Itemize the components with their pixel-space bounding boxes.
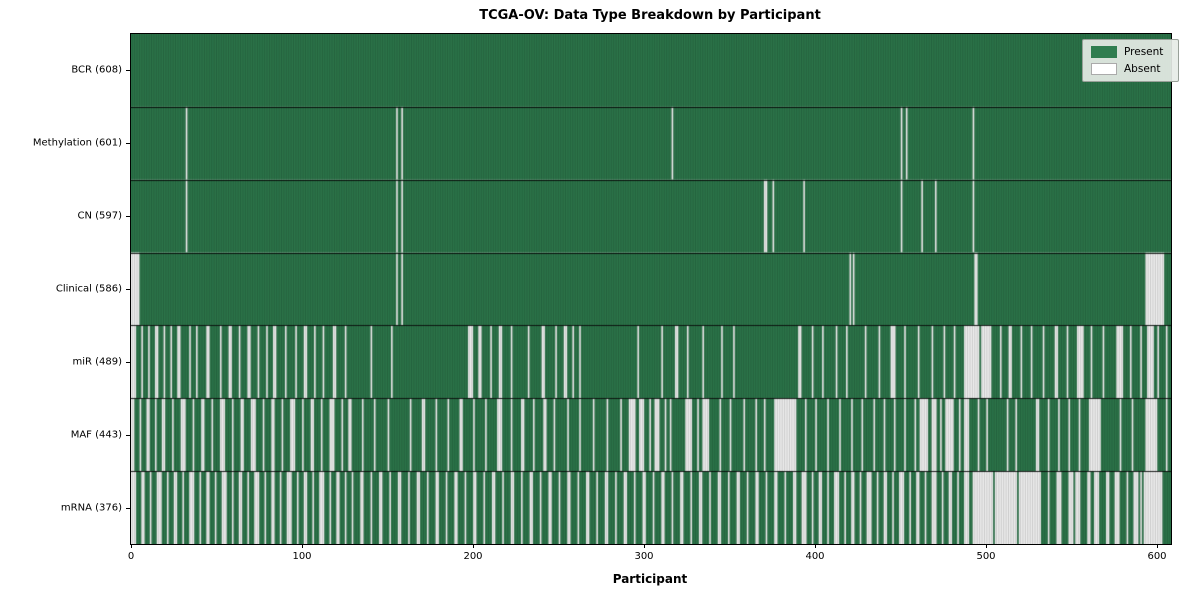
chart-title: TCGA-OV: Data Type Breakdown by Particip… [479,8,821,23]
x-tick-mark [644,544,645,548]
row-label-maf: MAF (443) [70,429,122,441]
x-tick-mark [815,544,816,548]
legend-absent-label: Absent [1124,63,1161,75]
x-tick-mark [302,544,303,548]
plot-area [130,33,1172,545]
x-tick-label: 500 [976,551,996,562]
x-tick-label: 300 [634,551,654,562]
legend-entry-absent: Absent [1091,63,1170,75]
x-tick-mark [1157,544,1158,548]
row-label-mir: miR (489) [72,356,122,368]
y-tick-mark [126,435,130,436]
legend-entry-present: Present [1091,46,1170,58]
y-tick-mark [126,70,130,71]
row-label-cn: CN (597) [77,210,122,222]
y-tick-mark [126,362,130,363]
row-label-mrna: mRNA (376) [60,502,122,514]
x-tick-label: 400 [805,551,825,562]
legend-present-label: Present [1124,46,1164,58]
row-label-clinical: Clinical (586) [55,283,122,295]
x-tick-label: 600 [1147,551,1167,562]
y-tick-mark [126,289,130,290]
row-label-methylation: Methylation (601) [32,137,122,149]
x-tick-label: 200 [463,551,483,562]
row-label-bcr: BCR (608) [71,64,122,76]
x-tick-label: 100 [292,551,312,562]
x-axis-label: Participant [612,572,688,586]
y-tick-mark [126,216,130,217]
x-tick-mark [473,544,474,548]
present-swatch [1091,46,1117,58]
y-tick-mark [126,143,130,144]
absent-swatch [1091,63,1117,75]
heatmap-canvas [131,34,1171,544]
y-tick-mark [126,508,130,509]
x-tick-mark [131,544,132,548]
x-tick-mark [986,544,987,548]
legend: Present Absent [1082,39,1179,82]
x-tick-label: 0 [127,551,135,562]
